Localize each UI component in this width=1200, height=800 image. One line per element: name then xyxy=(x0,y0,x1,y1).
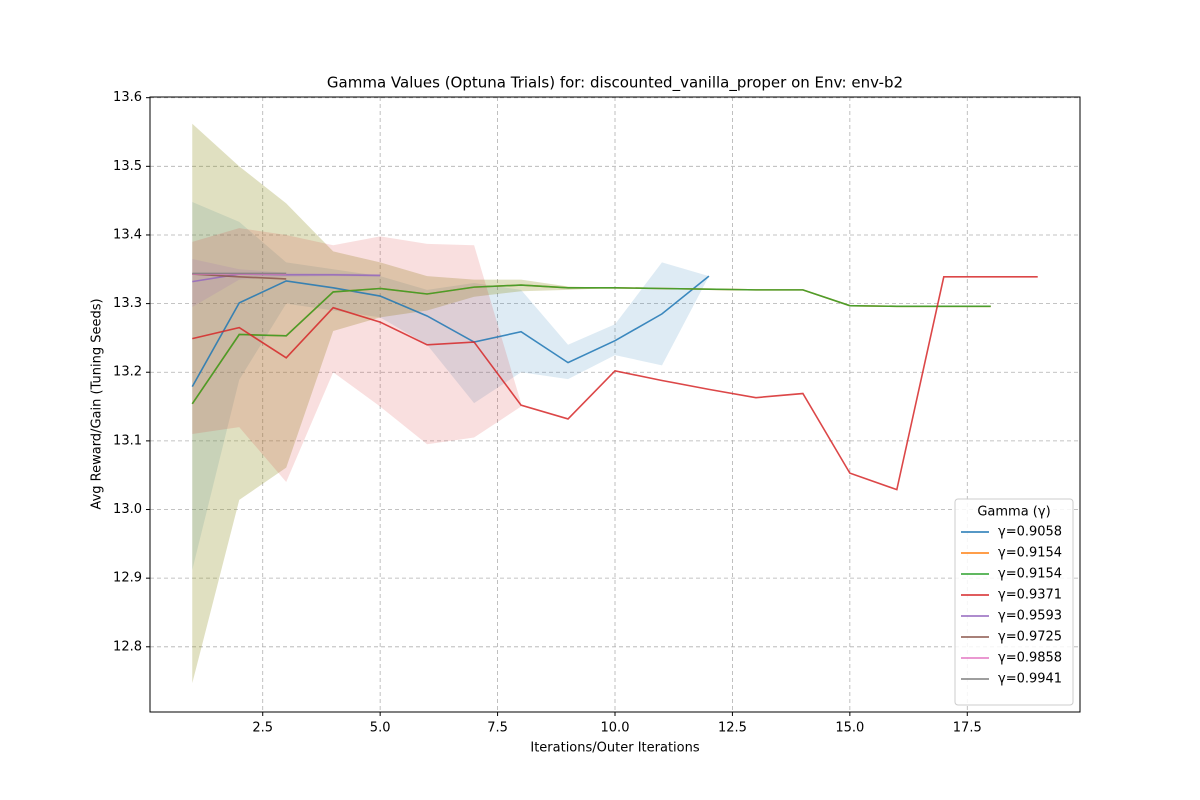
legend-label: γ=0.9371 xyxy=(998,588,1062,603)
legend-title: Gamma (γ) xyxy=(977,505,1050,520)
x-tick-label: 17.5 xyxy=(953,721,982,736)
y-tick-label: 13.2 xyxy=(113,365,142,380)
line xyxy=(191,284,991,405)
legend-box xyxy=(954,498,1074,706)
y-tick-label: 12.9 xyxy=(113,571,142,586)
legend-label: γ=0.9154 xyxy=(998,546,1062,561)
chart-title: Gamma Values (Optuna Trials) for: discou… xyxy=(327,74,903,93)
line xyxy=(192,273,287,280)
legend-label: γ=0.9725 xyxy=(998,630,1062,645)
legend-label: γ=0.9058 xyxy=(998,525,1062,540)
legend: Gamma (γ) γ=0.9058 γ=0.9154 γ=0.9154 γ=0.937… xyxy=(954,498,1074,706)
x-tick-label: 12.5 xyxy=(718,721,747,736)
error-band xyxy=(192,202,709,570)
y-tick-label: 13.0 xyxy=(113,502,142,517)
y-tick-label: 12.8 xyxy=(113,639,142,654)
legend-label: γ=0.9858 xyxy=(998,651,1062,666)
plot-frame xyxy=(149,96,1081,713)
legend-label: γ=0.9941 xyxy=(998,672,1062,687)
y-tick-label: 13.5 xyxy=(113,159,142,174)
legend-label: γ=0.9593 xyxy=(998,609,1062,624)
legend-label: γ=0.9154 xyxy=(998,567,1062,582)
error-band xyxy=(192,258,381,308)
y-tick-label: 13.1 xyxy=(113,433,142,448)
line xyxy=(192,276,1038,491)
x-tick-label: 7.5 xyxy=(487,721,508,736)
x-tick-label: 15.0 xyxy=(835,721,864,736)
x-tick-label: 5.0 xyxy=(370,721,391,736)
y-axis-label: Avg Reward/Gain (Tuning Seeds) xyxy=(90,298,105,509)
y-tick-label: 13.4 xyxy=(113,227,142,242)
y-tick-label: 13.3 xyxy=(113,296,142,311)
x-tick-label: 10.0 xyxy=(601,721,630,736)
line xyxy=(191,275,710,388)
x-axis-label: Iterations/Outer Iterations xyxy=(530,741,699,756)
y-tick-label: 13.6 xyxy=(113,90,142,105)
x-tick-label: 2.5 xyxy=(252,721,273,736)
